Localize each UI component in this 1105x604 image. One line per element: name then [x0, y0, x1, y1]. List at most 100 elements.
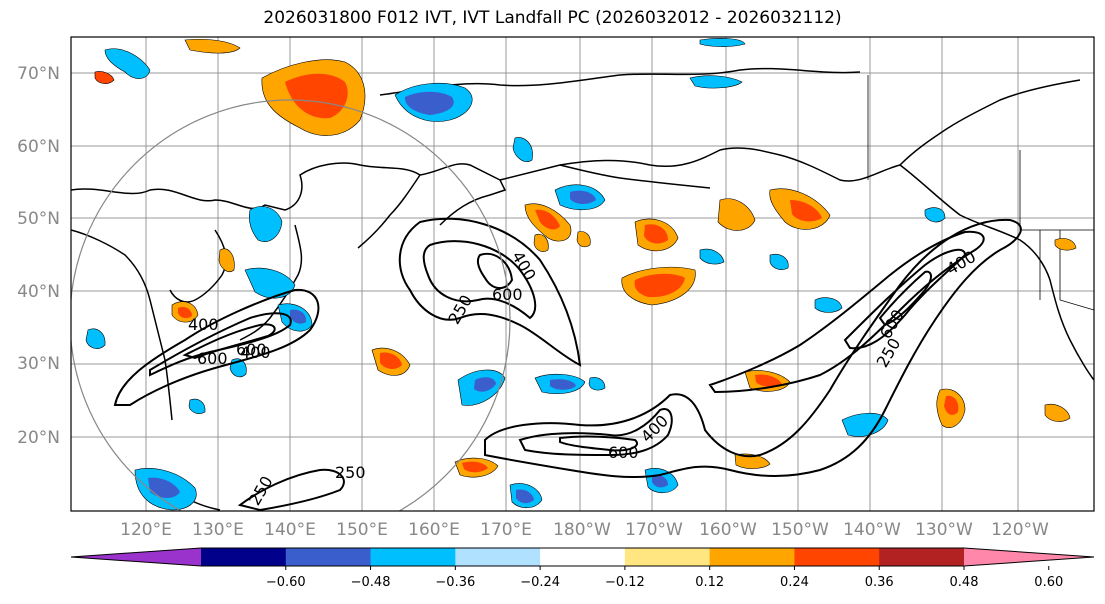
coastline-arctic — [379, 67, 861, 96]
colorbar-segment — [879, 548, 965, 566]
colorbar-outline — [70, 547, 1095, 567]
contour-600-east — [559, 435, 638, 452]
colorbar-segment — [709, 548, 795, 566]
coastline-aleutians — [559, 164, 711, 189]
colorbar-segment — [370, 548, 456, 566]
coastlines — [71, 67, 1094, 511]
colorbar: −0.60 −0.48 −0.36 −0.24 −0.12 0.12 0.24 0.36 0.4… — [70, 547, 1095, 590]
contour-250-ne — [708, 230, 985, 394]
contour-400-ne — [843, 248, 967, 350]
colorbar-segment — [285, 548, 372, 566]
negative-anomaly-5 — [814, 297, 843, 313]
coastline-china-east — [71, 229, 173, 421]
coastline-japan — [239, 224, 303, 341]
map-frame — [70, 36, 1095, 512]
longitude-labels: 120°E 130°E 140°E 150°E 160°E 170°E 180°… — [120, 520, 1049, 540]
negative-anomaly-east-2 — [841, 412, 889, 437]
lat-label: 40°N — [17, 282, 60, 302]
negative-anomaly-bc-coast — [924, 207, 946, 223]
negative-anomaly-central-core — [474, 377, 496, 392]
colorbar-tick-label: −0.60 — [266, 575, 306, 590]
contour-label: 600 — [608, 443, 639, 462]
negative-anomaly-south-2-core — [652, 474, 668, 488]
negative-anomaly-manchuria — [248, 206, 283, 242]
negative-anomaly-3 — [188, 398, 206, 414]
negative-anomaly-southchina — [85, 328, 106, 349]
ivt-contours — [113, 217, 1022, 511]
contour-label: 600 — [197, 349, 228, 368]
colorbar-extend-low — [71, 548, 201, 566]
positive-anomaly-korea-core — [178, 306, 192, 319]
lon-label: 150°E — [336, 520, 388, 540]
colorbar-tick-label: −0.24 — [520, 575, 560, 590]
contour-250-westpac — [113, 288, 320, 406]
positive-anomaly-east-small — [1044, 403, 1071, 422]
positive-anomaly-aleutian-1-core — [535, 209, 560, 230]
contour-250-sw — [237, 468, 345, 511]
contour-label: 400 — [240, 343, 271, 362]
lon-label: 130°W — [915, 520, 973, 540]
colorbar-tick-label: 0.48 — [950, 575, 979, 590]
positive-anomaly-south-2 — [734, 453, 771, 469]
figure-title: 2026031800 F012 IVT, IVT Landfall PC (20… — [263, 8, 842, 28]
coastline-namerica-west — [899, 164, 1094, 381]
lon-label: 120°W — [991, 520, 1049, 540]
colorbar-segment — [540, 548, 626, 566]
strong-negative-east-siberia — [404, 91, 454, 115]
positive-anomaly-nw — [184, 38, 241, 54]
lat-label: 20°N — [17, 428, 60, 448]
positive-anomaly-gulf-1-core — [644, 224, 668, 244]
negative-anomaly-4 — [699, 248, 725, 265]
contour-label: 400 — [188, 315, 219, 334]
contour-600-ne — [878, 270, 932, 327]
positive-anomaly-gulf-2 — [717, 198, 756, 231]
colorbar-tick-label: 0.36 — [865, 575, 894, 590]
colorbar-tick-label: 0.12 — [695, 575, 724, 590]
colorbar-tick-label: −0.36 — [435, 575, 475, 590]
colorbar-segment — [201, 548, 287, 566]
coastline-asia — [71, 162, 507, 226]
lon-label: 120°E — [120, 520, 172, 540]
radius-ring — [71, 99, 511, 511]
positive-anomaly-east-coast — [1054, 238, 1077, 251]
lon-label: 160°W — [699, 520, 757, 540]
negative-anomaly-nw — [104, 48, 151, 79]
negative-anomaly-1 — [512, 137, 533, 162]
lon-label: 170°W — [625, 520, 683, 540]
contour-label: 600 — [236, 340, 267, 359]
positive-anomaly-3 — [576, 231, 591, 248]
positive-anomaly-subtropics-core — [634, 273, 685, 298]
lon-label: 150°W — [771, 520, 829, 540]
contour-label: 600 — [492, 285, 523, 304]
positive-anomaly-westpac-core — [380, 352, 402, 369]
anomaly-fills — [85, 38, 1077, 511]
coastline-kamchatka — [357, 174, 421, 249]
positive-anomaly-east-1-core — [755, 374, 782, 387]
negative-anomaly-6 — [769, 253, 789, 270]
lon-label: 140°W — [843, 520, 901, 540]
colorbar-segment — [794, 548, 880, 566]
contour-600-westpac — [182, 323, 276, 360]
lon-label: 160°E — [408, 520, 460, 540]
lat-label: 60°N — [17, 137, 60, 157]
negative-anomaly-arctic-small — [689, 75, 743, 89]
negative-anomaly-7 — [588, 377, 606, 391]
contour-400-east — [518, 408, 673, 457]
lat-label: 70°N — [17, 64, 60, 84]
contour-label: 250 — [335, 463, 366, 482]
strong-positive-siberia — [285, 73, 348, 119]
contour-400-westpac — [149, 312, 292, 377]
contour-250-central — [398, 217, 582, 367]
coastline-nw-canada — [899, 79, 1081, 166]
negative-anomaly-aleutian-core — [570, 190, 596, 205]
positive-anomaly-gulf-3-core — [790, 200, 822, 222]
negative-anomaly-arctic-small-2 — [699, 38, 746, 47]
negative-anomaly-sw-core — [148, 477, 180, 498]
negative-anomaly-japan — [244, 267, 296, 299]
latitude-labels: 70°N 60°N 50°N 40°N 30°N 20°N — [17, 64, 60, 448]
contour-250-east — [484, 218, 1022, 479]
colorbar-segment — [455, 548, 541, 566]
lon-label: 180°W — [553, 520, 611, 540]
colorbar-tick-label: 0.60 — [1034, 575, 1063, 590]
